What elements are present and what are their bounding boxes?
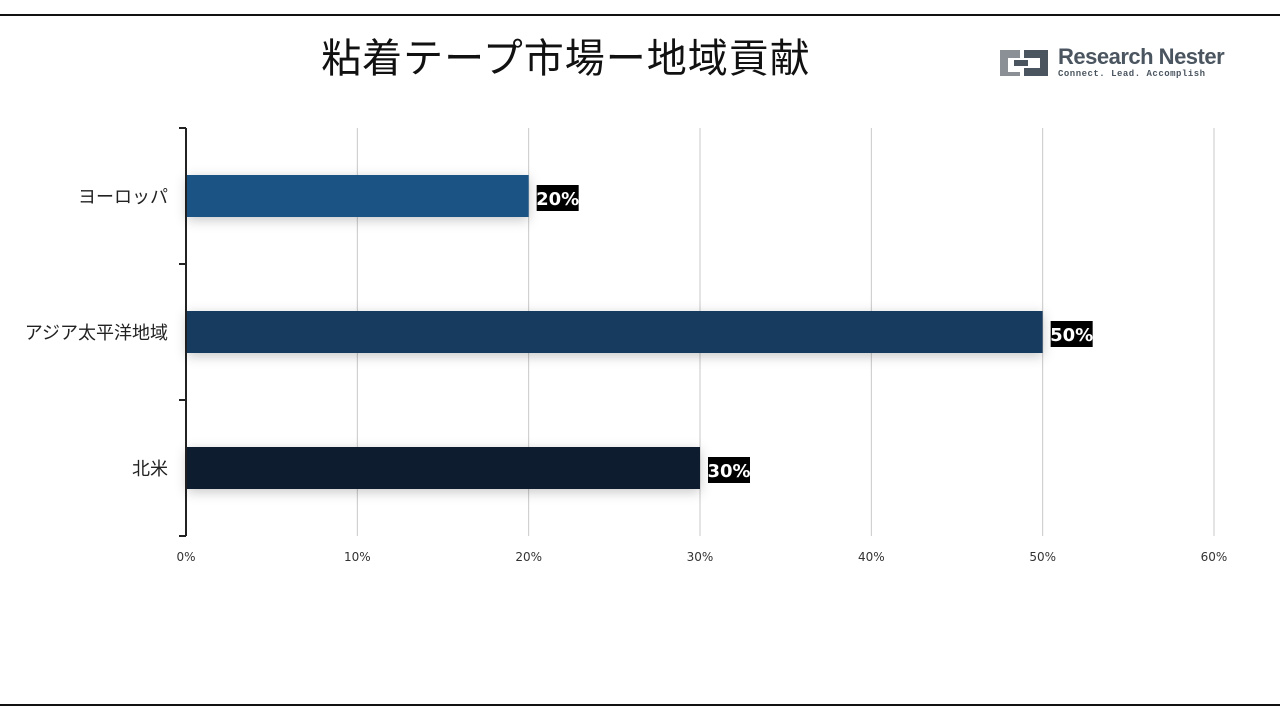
category-label: ヨーロッパ	[78, 187, 168, 208]
data-label: 30%	[707, 461, 750, 482]
x-tick-label: 50%	[1029, 550, 1056, 564]
bar	[187, 447, 700, 489]
category-label: アジア太平洋地域	[25, 323, 168, 344]
data-label-box	[1050, 321, 1093, 347]
data-label-box	[708, 457, 750, 483]
research-nester-logo-icon	[1000, 50, 1048, 76]
logo-brand-name: Research Nester	[1058, 44, 1225, 69]
x-tick-label: 40%	[858, 550, 885, 564]
x-tick-label: 30%	[687, 550, 714, 564]
labels: 0% 10% 20% 30% 40% 50% 60% ヨーロッパ 20% アジア太平洋地域 50% 北…	[25, 185, 1228, 564]
x-tick-label: 20%	[515, 550, 542, 564]
research-nester-logo: Research Nester Connect. Lead. Accomplis…	[996, 44, 1226, 84]
category-label: 北米	[132, 459, 168, 480]
top-border-line	[0, 14, 1280, 16]
logo-tagline: Connect. Lead. Accomplish	[1058, 69, 1206, 79]
bars	[187, 175, 1043, 489]
data-label-box	[536, 185, 579, 211]
bar	[187, 175, 529, 217]
x-tick-label: 10%	[344, 550, 371, 564]
x-tick-label: 0%	[176, 550, 195, 564]
bottom-border-line	[0, 704, 1280, 706]
y-axis	[179, 127, 187, 537]
data-label: 50%	[1050, 325, 1093, 346]
chart-title: 粘着テープ市場ー地域貢献	[321, 36, 811, 82]
data-label: 20%	[536, 189, 579, 210]
bar	[187, 311, 1043, 353]
x-tick-label: 60%	[1201, 550, 1228, 564]
